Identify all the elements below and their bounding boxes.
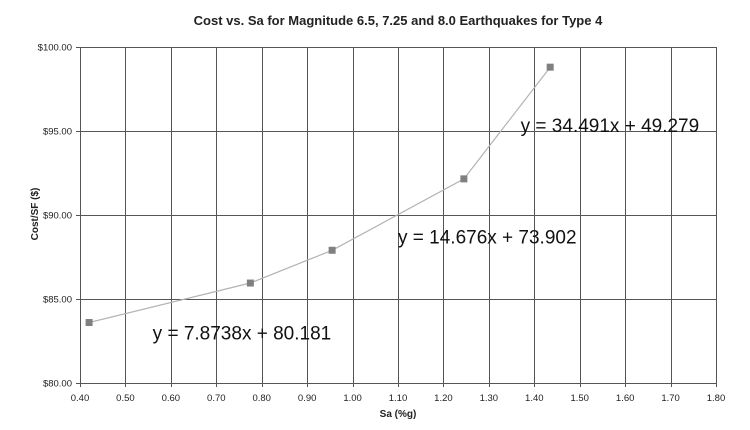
x-tick-label: 0.90	[298, 393, 317, 404]
x-tick-label: 1.00	[343, 393, 362, 404]
data-point	[85, 319, 93, 327]
series-line	[88, 66, 551, 324]
series	[85, 63, 554, 327]
x-tick-label: 1.30	[480, 393, 499, 404]
trendline-equation: y = 14.676x + 73.902	[398, 228, 577, 249]
y-tick-label: $100.00	[38, 43, 72, 54]
x-axis-title: Sa (%g)	[380, 409, 417, 420]
y-axis-ticks: $80.00 $85.00 $90.00 $95.00 $100.00	[38, 43, 72, 390]
x-tick-label: 0.40	[71, 393, 90, 404]
trendline-equation: y = 34.491x + 49.279	[521, 116, 700, 137]
x-axis-ticks: 0.40 0.50 0.60 0.70 0.80 0.90 1.00 1.10 1.20 1.30…	[71, 393, 726, 404]
y-tick-label: $85.00	[43, 295, 72, 306]
x-tick-label: 1.20	[434, 393, 453, 404]
y-tick-label: $95.00	[43, 127, 72, 138]
y-tick-label: $90.00	[43, 211, 72, 222]
chart-title: Cost vs. Sa for Magnitude 6.5, 7.25 and …	[194, 13, 603, 28]
trendline-equation: y = 7.8738x + 80.181	[153, 323, 332, 344]
x-tick-label: 0.50	[116, 393, 135, 404]
x-tick-label: 0.70	[207, 393, 226, 404]
y-axis-title: Cost/SF ($)	[30, 188, 41, 241]
x-tick-label: 1.70	[661, 393, 680, 404]
x-tick-label: 1.60	[616, 393, 635, 404]
x-tick-label: 0.80	[252, 393, 271, 404]
annotations: y = 7.8738x + 80.181 y = 14.676x + 73.902…	[153, 116, 700, 344]
data-point	[546, 63, 554, 71]
data-point	[328, 246, 336, 254]
data-point	[460, 175, 468, 183]
x-tick-label: 0.60	[162, 393, 181, 404]
x-tick-label: 1.10	[389, 393, 408, 404]
x-tick-label: 1.40	[525, 393, 544, 404]
data-point	[246, 279, 254, 287]
x-tick-label: 1.50	[570, 393, 589, 404]
x-tick-label: 1.80	[707, 393, 726, 404]
y-tick-label: $80.00	[43, 379, 72, 390]
